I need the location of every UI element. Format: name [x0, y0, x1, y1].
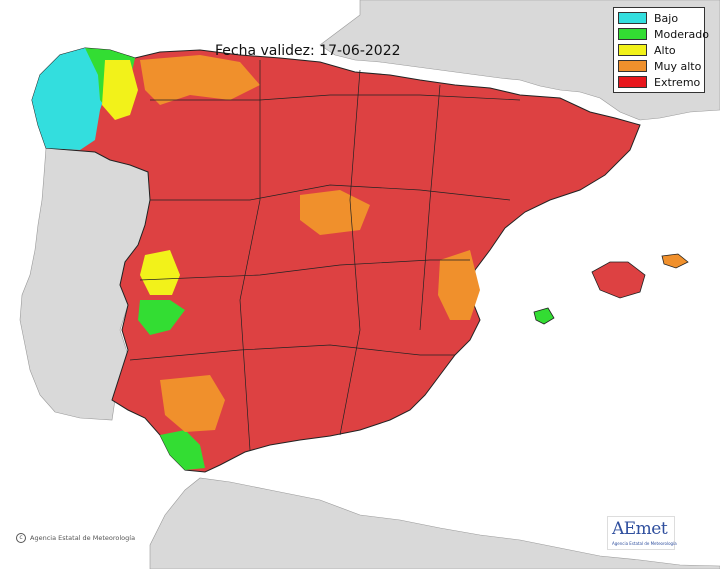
legend-swatch: [618, 44, 647, 56]
legend-label: Bajo: [654, 11, 679, 25]
logo-subtext: Agencia Estatal de Meteorología: [612, 541, 677, 546]
legend-item-alto: Alto: [618, 42, 700, 58]
region-moderate-andalusia-coast: [160, 430, 205, 470]
risk-legend: Bajo Moderado Alto Muy alto Extremo: [613, 7, 709, 93]
ibiza-island: [533, 307, 555, 325]
legend-swatch: [618, 12, 647, 24]
copyright-notice: c Agencia Estatal de Meteorología: [16, 533, 135, 543]
legend-label: Muy alto: [654, 59, 702, 73]
copyright-text: Agencia Estatal de Meteorología: [30, 534, 136, 542]
region-high-west: [140, 250, 180, 295]
legend-label: Extremo: [654, 75, 701, 89]
region-moderate-west: [138, 300, 185, 335]
mallorca-island: [591, 261, 646, 299]
legend-swatch: [618, 76, 647, 88]
spain-mainland: [31, 47, 641, 473]
legend-swatch: [618, 60, 647, 72]
copyright-icon: c: [16, 533, 26, 543]
africa-landmass: [149, 477, 720, 569]
region-very-high-south: [160, 375, 225, 432]
aemet-logo: AEmet Agencia Estatal de Meteorología: [607, 516, 677, 550]
menorca-island: [661, 253, 689, 269]
legend-item-extremo: Extremo: [618, 74, 700, 90]
region-very-high-east-coast: [438, 250, 480, 320]
legend-item-moderado: Moderado: [618, 26, 709, 42]
validity-date-label: Fecha validez: 17-06-2022: [215, 43, 401, 59]
logo-text: AEmet: [612, 519, 668, 539]
legend-item-bajo: Bajo: [618, 10, 700, 26]
region-low-galicia: [32, 48, 110, 150]
region-very-high-north: [140, 55, 260, 105]
legend-item-muy-alto: Muy alto: [618, 58, 702, 74]
legend-label: Moderado: [654, 27, 709, 41]
region-very-high-center: [300, 190, 370, 235]
legend-swatch: [618, 28, 647, 40]
province-borders: [129, 60, 521, 451]
legend-label: Alto: [654, 43, 676, 57]
region-high-north: [102, 60, 138, 120]
